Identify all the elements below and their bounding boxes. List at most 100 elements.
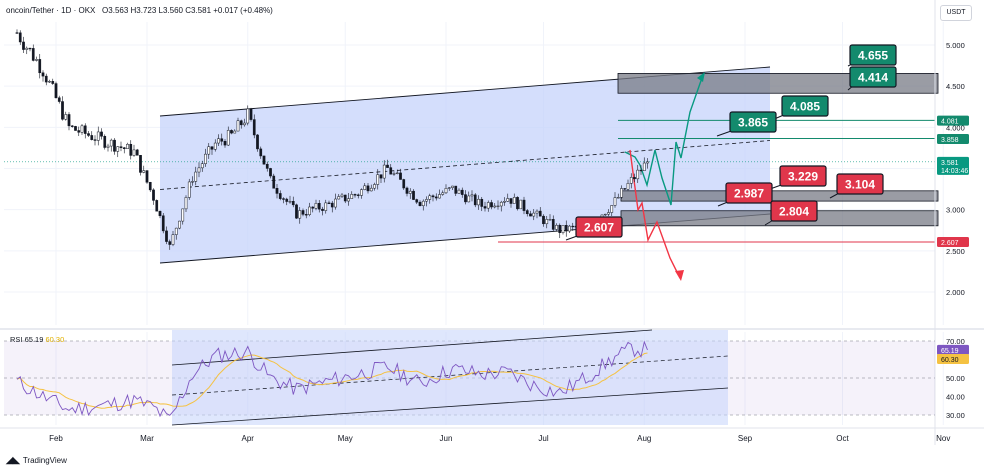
candle-down	[402, 179, 406, 189]
candle-down	[90, 135, 94, 140]
candle-down	[623, 188, 627, 190]
callout-label: 2.987	[734, 187, 764, 201]
candle-down	[155, 200, 159, 212]
axis-price-tag-text: 3.858	[941, 137, 959, 144]
candle-up	[298, 210, 302, 219]
candle-down	[415, 199, 419, 203]
candle-down	[639, 169, 643, 172]
axis-price-tag	[937, 115, 969, 126]
candle-up	[535, 210, 539, 214]
candle-down	[434, 196, 438, 199]
brand-name: TradingView	[22, 456, 67, 465]
currency-button[interactable]: USDT	[940, 5, 972, 21]
candle-down	[230, 130, 233, 134]
candle-down	[291, 201, 295, 206]
axis-price-tag-text: 4.081	[941, 119, 959, 126]
candle-down	[83, 125, 87, 134]
candle-down	[343, 194, 347, 202]
candle-up	[181, 208, 185, 222]
candle-up	[96, 131, 100, 141]
ohlc-values: O3.563 H3.723 L3.560 C3.581 +0.017 (+0.4…	[102, 6, 273, 15]
candle-up	[243, 122, 246, 126]
candle-down	[490, 202, 493, 208]
channel-median-line	[159, 140, 771, 190]
axis-price-tag	[937, 237, 969, 248]
candle-up	[204, 153, 207, 164]
rsi-label: RSI	[10, 335, 23, 344]
candle-up	[425, 199, 428, 202]
candle-up	[142, 170, 146, 173]
rsi-legend[interactable]: RSI 65.19 60.30	[10, 335, 64, 344]
bearish-projection-path	[629, 149, 681, 279]
candle-up	[64, 114, 68, 120]
candle-down	[460, 189, 464, 195]
axis-price-tag-text: 2.607	[941, 240, 959, 247]
rsi-ma-line	[16, 352, 648, 409]
callout-box	[781, 95, 829, 117]
candle-down	[74, 126, 77, 131]
tradingview-brand[interactable]: ◢◣ TradingView	[6, 455, 67, 466]
rsi-axis-tag-text: 65.19	[941, 348, 959, 355]
candle-up	[503, 201, 506, 203]
candle-up	[373, 184, 376, 189]
candle-up	[217, 138, 220, 144]
candle-down	[44, 75, 48, 83]
candle-down	[15, 32, 19, 34]
candle-down	[399, 172, 402, 180]
callout-box	[849, 44, 897, 66]
price-tick-label: 2.500	[946, 247, 965, 256]
candle-up	[233, 130, 237, 134]
rsi-channel-lower	[171, 387, 729, 426]
candle-up	[197, 167, 201, 173]
rsi-pane	[4, 329, 935, 426]
candle-down	[139, 155, 142, 173]
candle-up	[334, 198, 337, 208]
rsi-tick-label: 30.00	[946, 411, 965, 420]
price-tick-label: 3.000	[946, 206, 965, 215]
candle-up	[555, 224, 558, 230]
candle-down	[285, 198, 289, 202]
candle-down	[252, 119, 256, 136]
candle-down	[223, 141, 227, 146]
candle-up	[467, 195, 471, 203]
axes: 5.0004.5004.0003.5003.0002.5002.000FebMa…	[0, 0, 984, 445]
candle-down	[93, 139, 97, 141]
candle-up	[626, 183, 630, 190]
candle-up	[457, 189, 461, 194]
candle-up	[178, 220, 181, 229]
candle-down	[454, 185, 458, 194]
candle-down	[525, 210, 529, 215]
candle-down	[321, 208, 324, 211]
candle-down	[119, 146, 123, 148]
time-tick-label: Mar	[140, 434, 154, 443]
symbol-legend[interactable]: oncoin/Tether · 1D · OKX O3.563 H3.723 L…	[6, 6, 273, 15]
candle-down	[57, 97, 61, 102]
candle-up	[360, 189, 363, 196]
candle-up	[126, 143, 129, 149]
candle-down	[135, 149, 139, 156]
candle-down	[542, 215, 545, 225]
candle-down	[256, 134, 259, 150]
candles	[15, 29, 649, 250]
candle-up	[174, 227, 178, 235]
candle-down	[272, 175, 276, 189]
candle-down	[70, 125, 74, 127]
candle-down	[353, 194, 357, 196]
callout-box	[770, 200, 818, 222]
candle-down	[249, 108, 253, 120]
symbol-title[interactable]: oncoin/Tether · 1D · OKX	[6, 6, 96, 15]
candle-down	[41, 72, 45, 77]
candle-up	[213, 142, 217, 150]
candle-up	[25, 47, 29, 50]
candle-up	[106, 145, 110, 148]
candle-up	[324, 202, 328, 211]
callout-box	[729, 111, 777, 133]
time-tick-label: Jul	[538, 434, 548, 443]
candle-down	[210, 146, 214, 150]
candle-up	[470, 194, 474, 197]
candle-up	[207, 146, 211, 155]
candle-down	[386, 164, 389, 168]
rsi-line	[16, 340, 648, 418]
candle-up	[35, 59, 38, 61]
